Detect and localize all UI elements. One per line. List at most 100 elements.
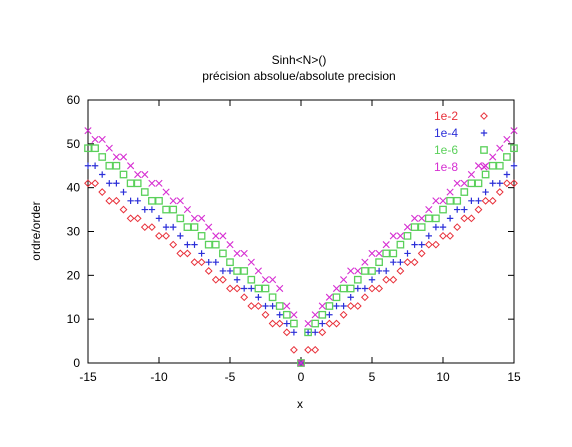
data-point [411, 241, 418, 248]
data-point [304, 328, 312, 337]
y-tick-label: 60 [67, 93, 81, 107]
data-point [148, 179, 156, 187]
data-point [169, 205, 178, 214]
data-point [510, 144, 518, 153]
data-point [481, 196, 490, 205]
data-point [162, 231, 171, 240]
data-point [361, 267, 369, 275]
data-point [147, 223, 156, 232]
data-point [311, 345, 320, 354]
data-point [482, 188, 489, 196]
data-point [318, 328, 327, 337]
data-point [226, 267, 234, 275]
data-point [403, 258, 412, 267]
data-point [461, 206, 468, 213]
data-point [169, 197, 177, 205]
data-point [354, 285, 361, 292]
data-point [134, 197, 141, 205]
data-point [170, 223, 177, 231]
data-point [510, 179, 518, 188]
data-point [495, 161, 504, 170]
y-tick-label: 50 [67, 137, 81, 151]
data-point [439, 231, 447, 240]
data-point [254, 267, 262, 275]
data-point [197, 258, 206, 267]
data-point [390, 258, 397, 266]
data-point [176, 214, 185, 223]
data-point [204, 267, 213, 275]
data-point [346, 302, 355, 310]
data-point [240, 267, 249, 275]
data-point [248, 285, 255, 292]
data-point [98, 135, 106, 144]
data-point [368, 276, 376, 283]
data-point [254, 302, 263, 310]
data-point [290, 319, 298, 328]
data-point [261, 310, 270, 319]
y-tick-label: 40 [67, 181, 81, 195]
data-point [304, 345, 313, 354]
data-point [332, 284, 341, 293]
data-point [177, 232, 184, 240]
data-point [99, 171, 106, 178]
data-point [424, 214, 433, 223]
data-point [468, 197, 475, 205]
data-point [275, 302, 284, 310]
data-point [446, 196, 454, 205]
x-axis: -15 -10 -5 0 5 10 15 [79, 100, 521, 384]
data-point [241, 285, 248, 292]
data-point [318, 310, 327, 319]
data-point [467, 179, 476, 188]
data-point [396, 232, 404, 240]
series-plus [84, 162, 518, 367]
x-tick-label: -15 [79, 370, 97, 384]
data-point [240, 249, 248, 258]
data-point [262, 302, 269, 310]
data-point [183, 249, 192, 258]
y-tick-label: 20 [67, 268, 81, 282]
x-tick-label: 15 [507, 370, 521, 384]
data-point [495, 188, 504, 196]
data-point [389, 232, 397, 240]
data-point [219, 232, 227, 240]
data-point [176, 249, 185, 258]
data-point [431, 240, 440, 249]
data-point [84, 162, 92, 169]
chart-title: Sinh<N>() [272, 53, 327, 67]
data-point [368, 267, 376, 275]
data-point [496, 144, 504, 152]
data-point [353, 275, 362, 284]
data-point [417, 249, 426, 258]
data-point [311, 319, 320, 328]
data-point [268, 319, 277, 328]
data-point [410, 258, 419, 267]
data-point [446, 188, 454, 196]
data-point [460, 179, 468, 187]
data-point [361, 285, 369, 292]
data-point [105, 196, 114, 205]
data-point [183, 205, 191, 214]
data-point [269, 302, 276, 310]
data-point [503, 135, 511, 144]
data-point [162, 188, 170, 196]
data-point [283, 320, 290, 327]
data-point [510, 127, 518, 135]
data-point [396, 267, 405, 275]
x-axis-label: x [297, 397, 303, 411]
data-point [198, 214, 206, 222]
data-point [418, 241, 425, 248]
data-point [503, 171, 511, 178]
data-point [340, 276, 348, 284]
data-point [247, 275, 256, 284]
data-point [368, 284, 376, 293]
legend: 1e-2 1e-4 1e-6 1e-8 [434, 109, 488, 174]
data-point [127, 162, 135, 170]
data-point [290, 329, 298, 336]
data-point [312, 329, 319, 336]
data-point [339, 310, 348, 319]
data-point [503, 153, 511, 161]
data-point [282, 328, 291, 337]
data-point [318, 302, 326, 310]
data-point [134, 170, 142, 179]
